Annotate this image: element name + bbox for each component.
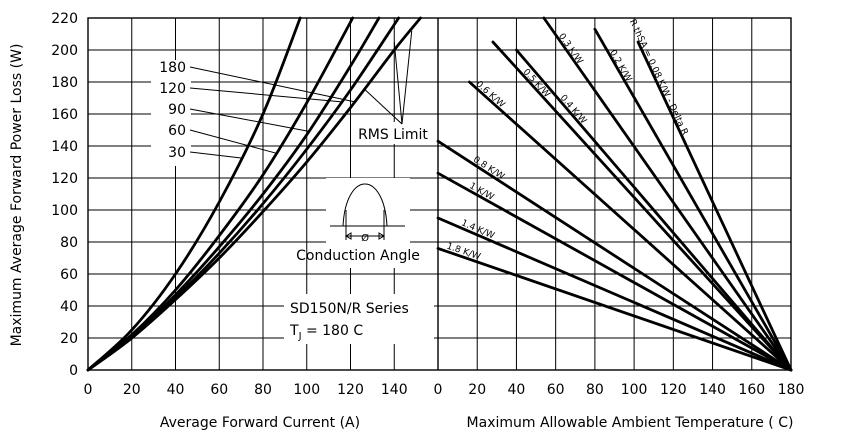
left-x-tick-label: 0: [84, 382, 93, 398]
curve-label-30: 30: [168, 145, 186, 161]
thermal-resistance-label: 1.8 K/W: [445, 242, 481, 263]
thermal-resistance-label: 0.6 K/W: [474, 79, 507, 110]
curve-label-leader: [189, 66, 355, 103]
thermal-resistance-label: 0.2 K/W: [607, 48, 633, 83]
thermal-resistance-label: 0.3 K/W: [556, 32, 584, 66]
tj-value: = 180 C: [302, 323, 364, 339]
curve-180-deg: [86, 16, 422, 372]
curves: [86, 16, 793, 372]
curve-30-deg: [86, 16, 302, 372]
rms-limit-leader: [363, 88, 403, 125]
left-x-tick-label: 140: [381, 382, 408, 398]
thermal-resistance-label: 0.4 K/W: [558, 93, 588, 126]
right-x-axis-title: Maximum Allowable Ambient Temperature ( …: [467, 415, 794, 431]
tj-sub: J: [298, 331, 302, 342]
thermal-resistance-line: [436, 216, 793, 372]
plot-frame: [87, 17, 792, 371]
thermal-resistance-label: 1 K/W: [467, 181, 495, 203]
right-x-tick-label: 180: [778, 382, 805, 398]
series-name-label: SD150N/R Series: [290, 301, 409, 317]
conduction-symbol: Ø: [361, 232, 369, 244]
curve-label-120: 120: [159, 81, 186, 97]
curve-label-leader: [189, 151, 242, 159]
rms-limit-leader: [401, 30, 413, 125]
right-x-tick-label: 60: [547, 382, 565, 398]
left-x-tick-label: 60: [210, 382, 228, 398]
left-x-tick-label: 100: [293, 382, 320, 398]
curve-label-60: 60: [168, 123, 186, 139]
curve-label-180: 180: [159, 60, 186, 76]
right-x-tick-label: 20: [468, 382, 486, 398]
curve-label-leader: [189, 129, 277, 154]
thermal-resistance-line: [436, 171, 793, 372]
thermal-resistance-line: [491, 40, 793, 372]
curve-90-deg: [86, 16, 381, 372]
y-tick-label: 20: [60, 331, 78, 347]
conduction-inset-bg: [326, 178, 410, 268]
left-x-tick-label: 20: [123, 382, 141, 398]
rms-limit-bg: [352, 122, 434, 144]
curve-label-leader: [189, 108, 310, 132]
right-x-tick-label: 0: [434, 382, 443, 398]
grid: [87, 17, 792, 371]
thermal-resistance-line: [436, 246, 793, 372]
y-tick-label: 200: [51, 43, 78, 59]
y-tick-label: 120: [51, 171, 78, 187]
tj-main: T: [289, 323, 299, 339]
right-x-tick-label: 100: [621, 382, 648, 398]
series-info-bg: [284, 294, 434, 344]
curve-label-leader: [189, 87, 342, 103]
rms-limit-label: RMS Limit: [358, 127, 428, 143]
right-x-tick-label: 160: [738, 382, 765, 398]
y-tick-label: 80: [60, 235, 78, 251]
y-tick-label: 40: [60, 299, 78, 315]
rms-limit-leader: [393, 41, 403, 125]
right-x-tick-label: 80: [586, 382, 604, 398]
left-x-tick-label: 40: [167, 382, 185, 398]
thermal-resistance-line: [515, 48, 793, 372]
y-tick-label: 60: [60, 267, 78, 283]
right-x-tick-label: 40: [508, 382, 526, 398]
conduction-waveform-icon: [330, 183, 405, 240]
y-tick-label: 220: [51, 11, 78, 27]
left-x-tick-label: 80: [254, 382, 272, 398]
left-x-tick-label: 120: [337, 382, 364, 398]
conduction-angle-label: Conduction Angle: [296, 248, 420, 264]
thermal-resistance-line: [636, 40, 793, 372]
curve-labels-bg: [151, 60, 191, 166]
thermal-resistance-line: [436, 139, 793, 372]
y-tick-label: 100: [51, 203, 78, 219]
right-x-tick-label: 120: [660, 382, 687, 398]
right-x-tick-label: 140: [699, 382, 726, 398]
y-tick-label: 140: [51, 139, 78, 155]
thermal-resistance-line: [542, 16, 793, 372]
curve-label-90: 90: [168, 102, 186, 118]
tj-label: TJ = 180 C: [289, 323, 363, 342]
left-x-axis-title: Average Forward Current (A): [160, 415, 360, 431]
thermal-resistance-line: [467, 80, 793, 372]
y-tick-label: 180: [51, 75, 78, 91]
thermal-resistance-line: [593, 27, 793, 372]
y-tick-label: 0: [69, 363, 78, 379]
thermal-resistance-label: R thSA = 0.08 K/W - Delta R: [627, 18, 690, 137]
y-tick-label: 160: [51, 107, 78, 123]
y-axis-title: Maximum Average Forward Power Loss (W): [9, 44, 25, 347]
